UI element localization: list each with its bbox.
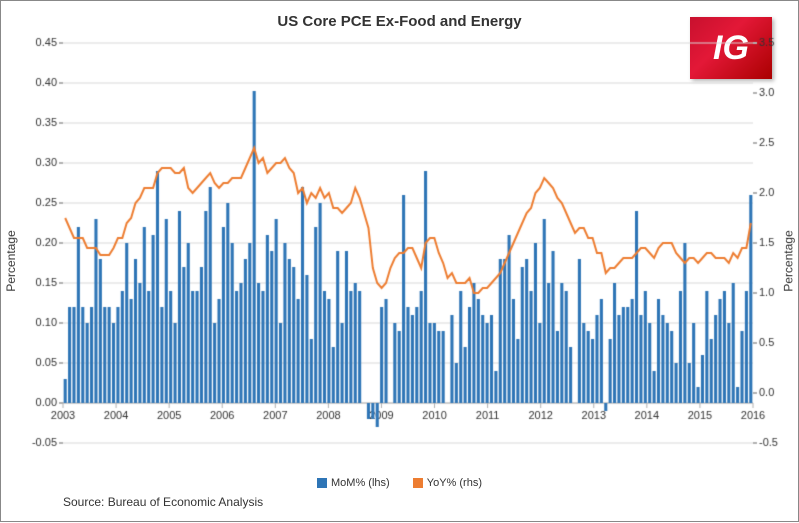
legend-item-line: YoY% (rhs) bbox=[413, 477, 482, 489]
source-text: Source: Bureau of Economic Analysis bbox=[63, 495, 263, 509]
y-axis-right-label: Percentage bbox=[781, 230, 795, 291]
legend: MoM% (lhs) YoY% (rhs) bbox=[1, 477, 798, 491]
legend-swatch-line bbox=[413, 478, 423, 488]
legend-label-bar: MoM% (lhs) bbox=[331, 477, 390, 489]
y-axis-left-label: Percentage bbox=[4, 230, 18, 291]
legend-item-bar: MoM% (lhs) bbox=[317, 477, 390, 489]
legend-swatch-bar bbox=[317, 478, 327, 488]
chart-frame: US Core PCE Ex-Food and Energy IG Percen… bbox=[0, 0, 799, 522]
legend-label-line: YoY% (rhs) bbox=[427, 477, 482, 489]
chart-canvas bbox=[1, 1, 799, 523]
